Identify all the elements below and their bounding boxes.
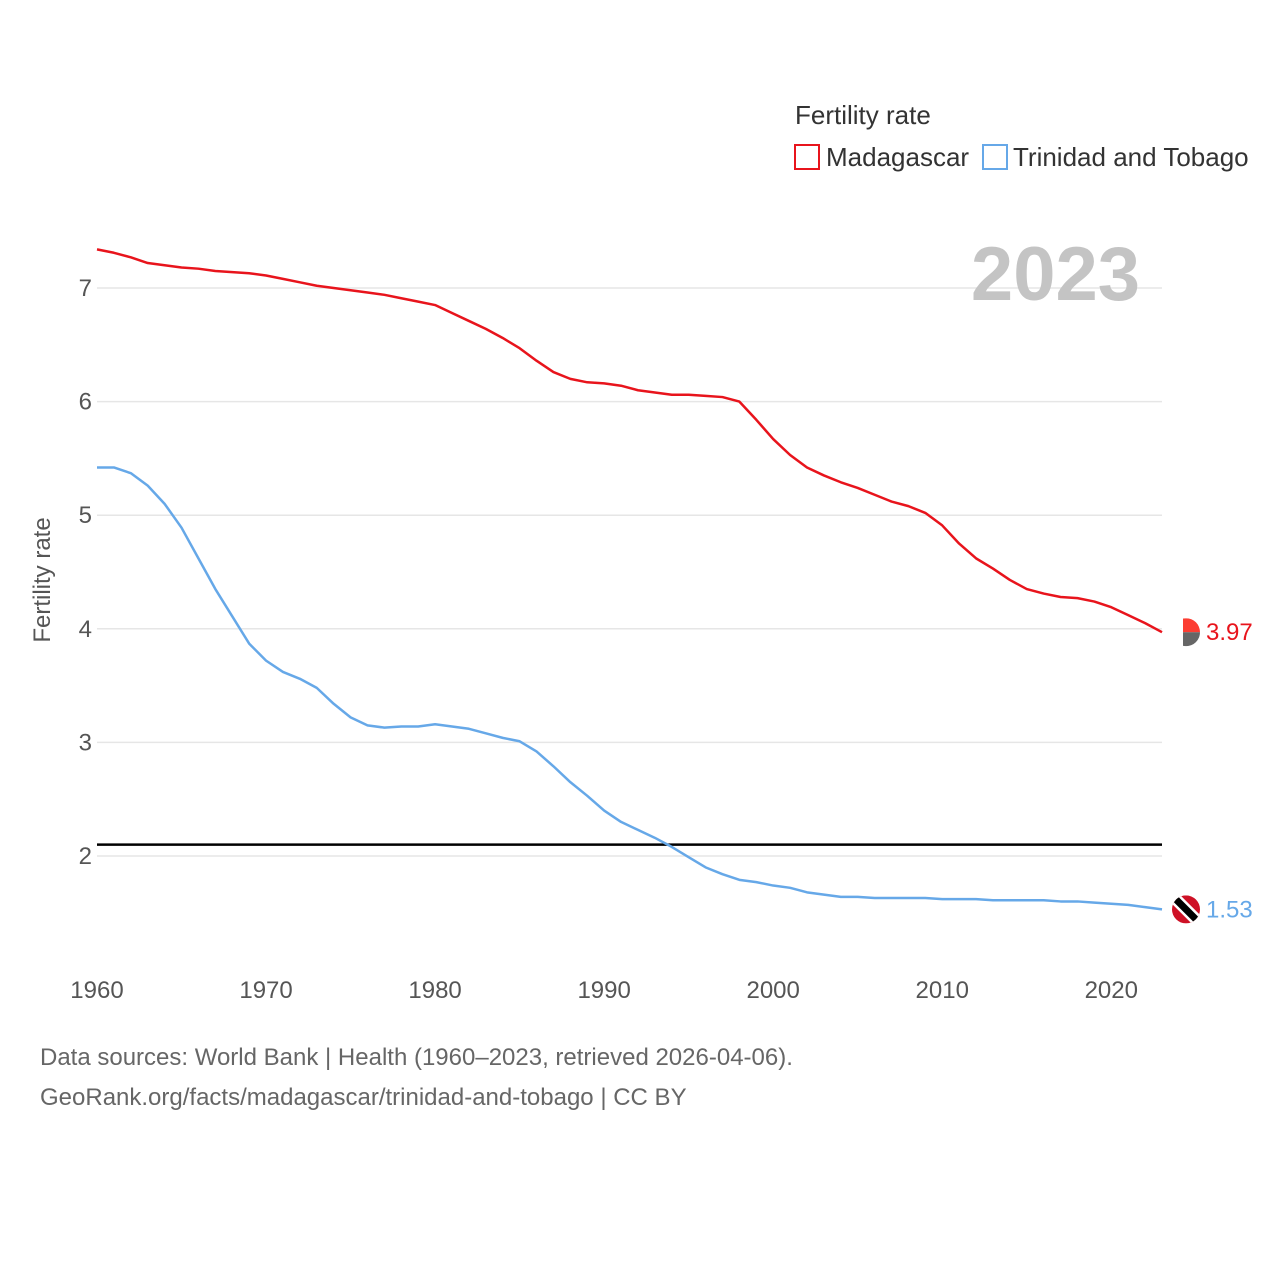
axis-layer: 2 3 4 5 6 7 1960 1970 1980 1990 2000 2010 2020 <box>70 275 1138 1004</box>
y-tick-label-6: 6 <box>79 389 92 416</box>
x-tick-label-1960: 1960 <box>70 977 123 1004</box>
x-tick-label-2020: 2020 <box>1085 977 1138 1004</box>
footer-source: Data sources: World Bank | Health (1960–… <box>40 1044 793 1071</box>
x-tick-label-2000: 2000 <box>746 977 799 1004</box>
y-tick-label-5: 5 <box>79 502 92 529</box>
end-marker-madagascar[interactable] <box>1172 618 1200 647</box>
y-tick-label-7: 7 <box>79 275 92 302</box>
x-tick-label-1970: 1970 <box>239 977 292 1004</box>
end-value-label-trinidad-and-tobago: 1.53 <box>1206 896 1253 923</box>
series-line-madagascar[interactable] <box>96 248 1163 634</box>
y-tick-label-3: 3 <box>79 729 92 756</box>
x-tick-label-2010: 2010 <box>916 977 969 1004</box>
flag-icon-trinidad-and-tobago <box>1172 895 1200 924</box>
series-line-trinidad-and-tobago[interactable] <box>97 466 1163 911</box>
end-marker-trinidad-and-tobago[interactable] <box>1170 893 1202 925</box>
footer-link[interactable]: GeoRank.org/facts/madagascar/trinidad-an… <box>40 1084 687 1111</box>
legend-label-trinidad-and-tobago: Trinidad and Tobago <box>1013 142 1249 172</box>
legend-label-madagascar: Madagascar <box>826 142 969 172</box>
x-tick-label-1990: 1990 <box>577 977 630 1004</box>
legend: Fertility rate Madagascar Trinidad and T… <box>794 100 1249 172</box>
end-value-label-madagascar: 3.97 <box>1206 619 1253 646</box>
marker-layer: 3.97 1.53 <box>1170 618 1253 925</box>
year-overlay: 2023 <box>971 232 1140 317</box>
series-layer <box>96 248 1163 911</box>
legend-title: Fertility rate <box>795 100 931 130</box>
y-tick-label-4: 4 <box>79 616 92 643</box>
legend-item-madagascar[interactable]: Madagascar <box>794 142 969 172</box>
legend-swatch-trinidad-and-tobago <box>982 144 1008 170</box>
x-tick-label-1980: 1980 <box>408 977 461 1004</box>
legend-swatch-madagascar <box>794 144 820 170</box>
y-axis-label: Fertility rate <box>29 517 56 642</box>
legend-item-trinidad-and-tobago[interactable]: Trinidad and Tobago <box>982 142 1249 172</box>
flag-icon-madagascar <box>1172 618 1200 647</box>
y-tick-label-2: 2 <box>79 843 92 870</box>
grid-layer <box>97 287 1162 857</box>
